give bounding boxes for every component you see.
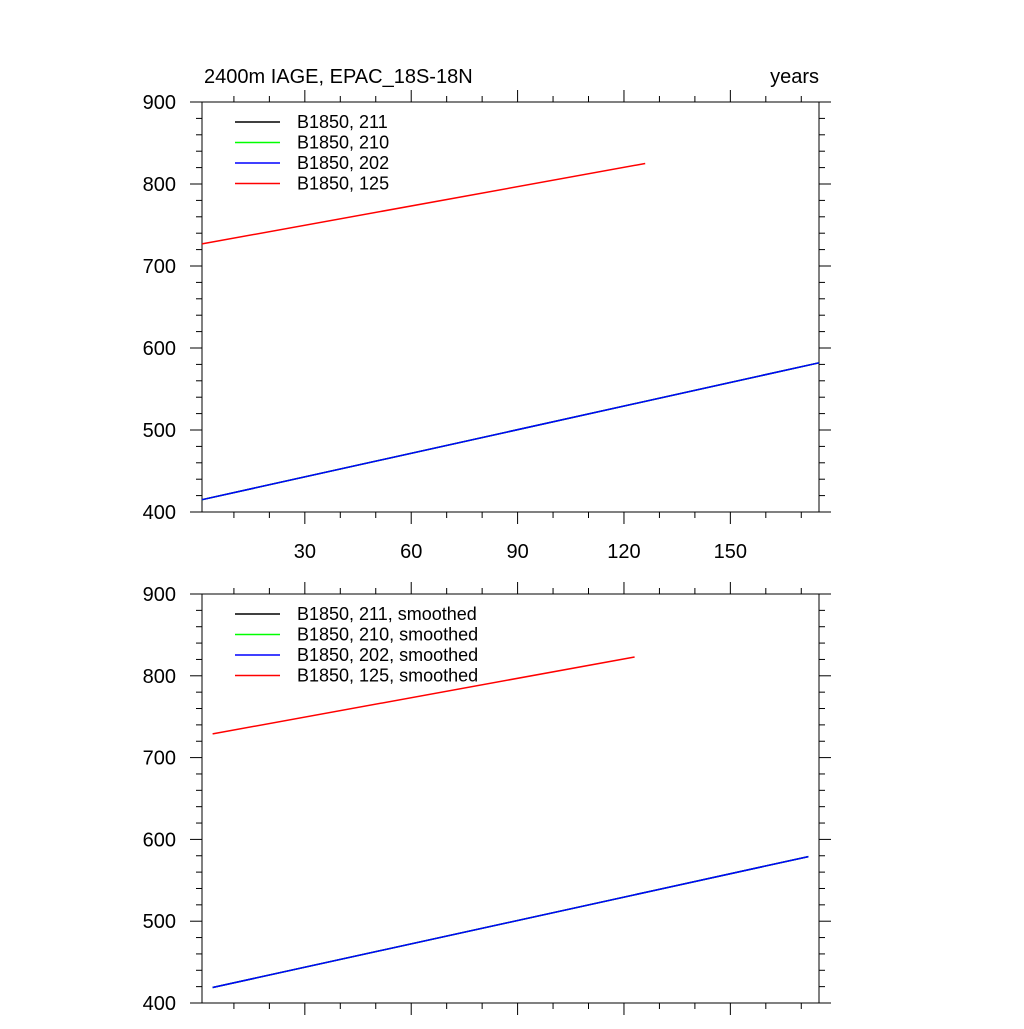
y-tick-label: 900: [143, 584, 176, 606]
legend-label-1: B1850, 211: [297, 112, 388, 132]
chart-panel-1: 400 500 600 700 800 900 30 60 90 120 150 2400m IAGE…: [143, 66, 831, 563]
legend-label-3: B1850, 202, smoothed: [297, 645, 478, 665]
y-tick-label: 700: [143, 748, 176, 770]
legend-label-3: B1850, 202: [297, 153, 389, 173]
chart-title-right: years: [770, 66, 819, 88]
x-tick-label: 150: [714, 541, 747, 563]
y-tick-label: 600: [143, 338, 176, 360]
legend-label-1: B1850, 211, smoothed: [297, 604, 477, 624]
legend-label-4: B1850, 125, smoothed: [297, 666, 478, 686]
x-tick-label: 90: [506, 541, 528, 563]
y-tick-label: 400: [143, 502, 176, 524]
chart-title: 2400m IAGE, EPAC_18S-18N: [204, 66, 473, 88]
y-tick-label: 400: [143, 993, 176, 1015]
y-tick-label: 700: [143, 256, 176, 278]
plot-frame: [201, 593, 820, 1004]
x-tick-label: 30: [294, 541, 316, 563]
legend-label-4: B1850, 125: [297, 174, 389, 194]
plot-frame: [201, 101, 820, 513]
series-line-4: [212, 656, 635, 735]
series-line-4: [201, 162, 646, 245]
y-tick-label: 800: [143, 666, 176, 688]
y-tick-label: 600: [143, 829, 176, 851]
series-line-3: [201, 362, 820, 501]
y-tick-label: 500: [143, 420, 176, 442]
series-line-3: [212, 855, 809, 989]
y-tick-label: 800: [143, 174, 176, 196]
x-tick-label: 60: [400, 541, 422, 563]
legend-label-2: B1850, 210, smoothed: [297, 625, 478, 645]
y-tick-label: 900: [143, 92, 176, 114]
y-tick-label: 500: [143, 911, 176, 933]
legend-label-2: B1850, 210: [297, 133, 389, 153]
x-tick-label: 120: [607, 541, 640, 563]
